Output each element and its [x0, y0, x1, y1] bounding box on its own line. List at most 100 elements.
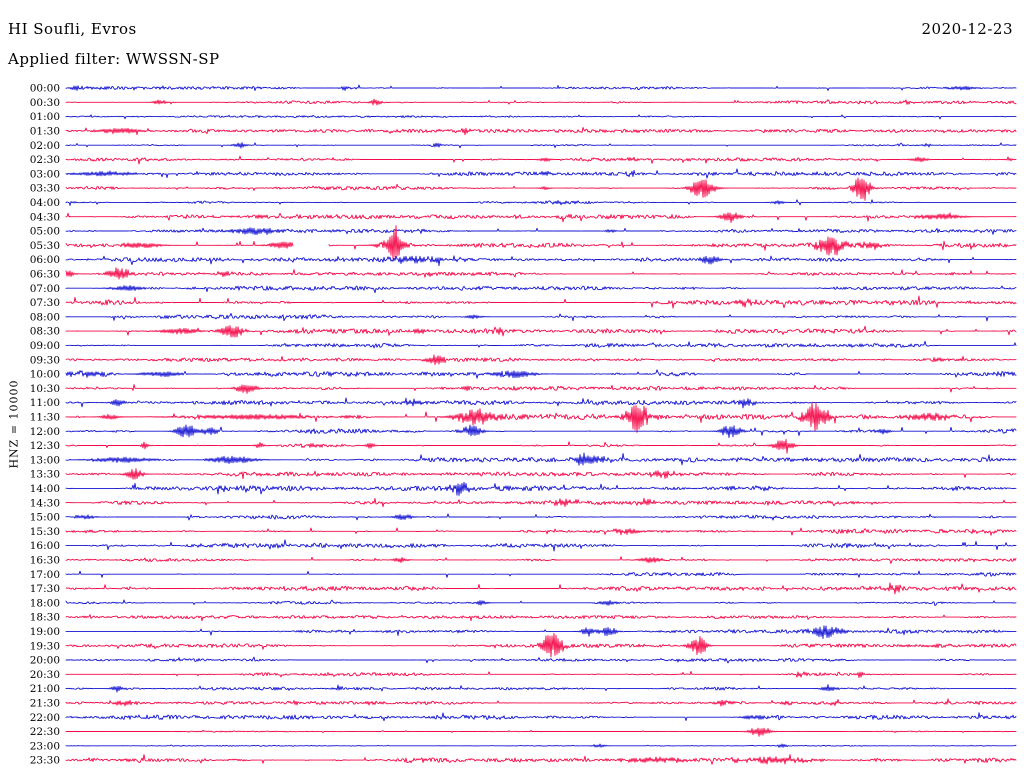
trace-row	[65, 114, 1017, 120]
trace-row	[65, 684, 1017, 693]
trace-time-label: 22:00	[30, 712, 60, 724]
trace-time-label: 11:00	[30, 397, 60, 409]
trace-row	[65, 168, 1017, 179]
trace-time-label: 00:00	[30, 83, 60, 95]
trace-time-label: 01:30	[30, 126, 60, 138]
trace-time-label: 17:00	[30, 569, 60, 581]
trace-row	[65, 698, 1017, 707]
trace-time-label: 09:00	[30, 340, 60, 352]
trace-time-label: 12:30	[30, 440, 60, 452]
trace-row	[65, 142, 1017, 149]
trace-time-label: 00:30	[30, 97, 60, 109]
trace-row	[65, 481, 1017, 496]
channel-scale-label: HNZ = 10000	[7, 379, 21, 469]
trace-row	[65, 468, 1017, 480]
trace-time-label: 15:30	[30, 526, 60, 538]
trace-row	[65, 401, 1017, 433]
trace-row	[65, 513, 1017, 521]
trace-time-label: 17:30	[30, 583, 60, 595]
trace-row	[65, 212, 1017, 224]
trace-row	[65, 384, 1017, 394]
trace-row	[65, 255, 1017, 267]
trace-row	[65, 340, 1017, 349]
trace-time-label: 21:30	[30, 698, 60, 710]
trace-time-label: 07:30	[30, 297, 60, 309]
trace-row	[65, 267, 1017, 280]
trace-row	[65, 438, 1017, 454]
trace-row	[65, 354, 1017, 366]
trace-time-label: 20:30	[30, 669, 60, 681]
trace-time-label: 23:30	[30, 755, 60, 767]
trace-time-label: 15:00	[30, 512, 60, 524]
trace-time-label: 06:00	[30, 254, 60, 266]
trace-time-label: 02:30	[30, 154, 60, 166]
trace-row	[65, 727, 1017, 737]
trace-row	[65, 656, 1017, 664]
trace-time-label: 05:00	[30, 226, 60, 238]
trace-row	[65, 369, 1017, 379]
trace-time-label: 22:30	[30, 726, 60, 738]
trace-time-label: 14:00	[30, 483, 60, 495]
trace-time-label: 04:00	[30, 197, 60, 209]
trace-row	[65, 325, 1017, 338]
trace-time-label: 18:30	[30, 612, 60, 624]
trace-time-label: 10:30	[30, 383, 60, 395]
trace-row	[65, 582, 1017, 595]
trace-time-label: 19:00	[30, 626, 60, 638]
trace-row	[65, 625, 1017, 639]
trace-time-label: 23:00	[30, 740, 60, 752]
trace-time-label: 03:00	[30, 168, 60, 180]
trace-time-label: 18:00	[30, 597, 60, 609]
trace-time-label: 16:30	[30, 555, 60, 567]
trace-time-label: 08:00	[30, 311, 60, 323]
trace-row	[65, 397, 1017, 409]
plot-date: 2020-12-23	[921, 20, 1013, 38]
trace-row	[65, 743, 1017, 748]
trace-time-label: 16:00	[30, 540, 60, 552]
trace-time-label: 01:00	[30, 111, 60, 123]
trace-time-label: 06:30	[30, 269, 60, 281]
trace-row	[65, 199, 1017, 206]
trace-row	[65, 753, 1017, 765]
trace-row	[65, 570, 1017, 578]
trace-time-label: 09:30	[30, 354, 60, 366]
trace-row	[65, 84, 1017, 91]
trace-row	[65, 227, 1017, 236]
trace-row	[65, 295, 1017, 309]
applied-filter-label: Applied filter: WWSSN-SP	[8, 50, 220, 68]
trace-row	[65, 98, 1017, 106]
trace-time-label: 12:00	[30, 426, 60, 438]
trace-time-label: 11:30	[30, 412, 60, 424]
trace-row	[65, 452, 1017, 466]
trace-time-label: 02:00	[30, 140, 60, 152]
trace-time-label: 13:30	[30, 469, 60, 481]
trace-time-label: 20:00	[30, 655, 60, 667]
trace-time-label: 10:00	[30, 369, 60, 381]
trace-time-label: 05:30	[30, 240, 60, 252]
trace-row	[65, 527, 1017, 536]
trace-row	[65, 599, 1017, 606]
trace-row	[65, 670, 1017, 678]
trace-row	[65, 424, 1017, 439]
trace-row	[65, 556, 1017, 564]
station-title: HI Soufli, Evros	[8, 20, 137, 38]
trace-time-label: 14:30	[30, 497, 60, 509]
trace-time-label: 21:00	[30, 683, 60, 695]
trace-row	[65, 177, 1017, 201]
trace-time-label: 04:30	[30, 211, 60, 223]
trace-time-label: 13:00	[30, 454, 60, 466]
trace-row	[65, 539, 1017, 552]
trace-row	[65, 126, 1017, 136]
trace-time-label: 08:30	[30, 326, 60, 338]
trace-row	[65, 497, 1017, 508]
trace-row	[65, 284, 1017, 294]
trace-time-label: 03:30	[30, 183, 60, 195]
trace-row	[65, 225, 1017, 260]
trace-row	[65, 614, 1017, 622]
trace-row	[65, 312, 1017, 322]
trace-time-label: 19:30	[30, 640, 60, 652]
trace-row	[65, 632, 1017, 658]
trace-row	[65, 155, 1017, 165]
